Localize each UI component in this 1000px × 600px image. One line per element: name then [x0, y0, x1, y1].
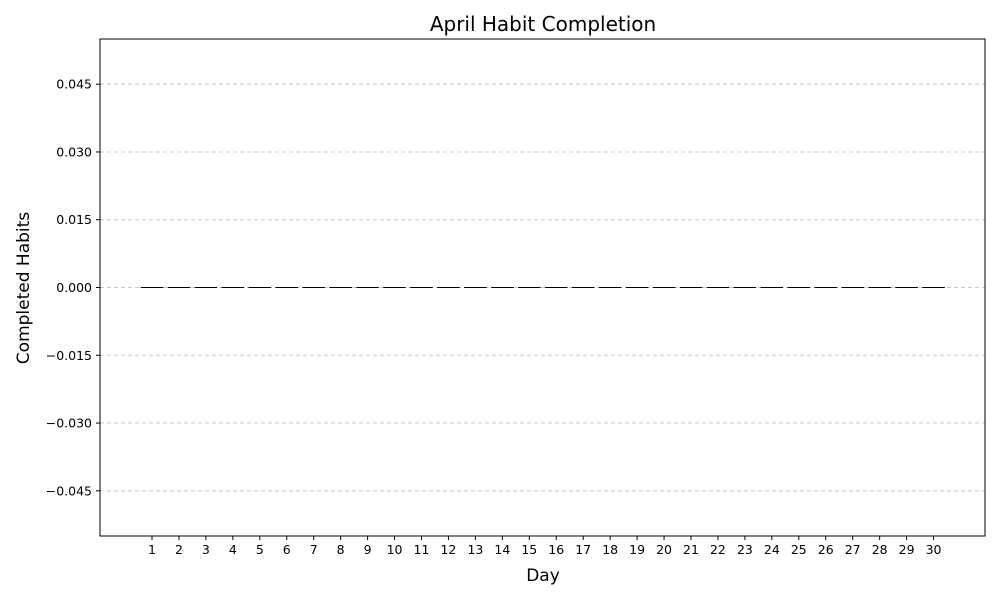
- y-tick-label: 0.045: [56, 77, 92, 92]
- y-gridlines: [100, 83, 985, 492]
- x-tick-label: 3: [202, 542, 210, 557]
- x-tick-label: 17: [575, 542, 591, 557]
- y-tick-label: 0.030: [56, 144, 92, 159]
- x-tick-label: 29: [899, 542, 915, 557]
- x-tick-label: 16: [548, 542, 564, 557]
- x-tick-label: 7: [310, 542, 318, 557]
- x-tick-label: 22: [710, 542, 726, 557]
- x-tick-label: 12: [440, 542, 456, 557]
- y-tick-label: −0.030: [46, 416, 92, 431]
- x-tick-label: 2: [175, 542, 183, 557]
- x-tick-label: 19: [629, 542, 645, 557]
- x-tick-label: 6: [283, 542, 291, 557]
- y-axis-label: Completed Habits: [14, 212, 34, 365]
- x-tick-label: 28: [872, 542, 888, 557]
- y-tick-label: −0.015: [46, 348, 92, 363]
- x-tick-label: 20: [656, 542, 672, 557]
- x-axis-label: Day: [526, 566, 560, 586]
- x-tick-label: 5: [256, 542, 264, 557]
- y-axis-ticks: −0.045 −0.030 −0.015 0.000 0.015 0.030 0.045: [46, 77, 100, 498]
- x-tick-label: 11: [414, 542, 430, 557]
- x-tick-label: 23: [737, 542, 753, 557]
- x-tick-label: 27: [845, 542, 861, 557]
- x-tick-label: 13: [467, 542, 483, 557]
- x-tick-label: 24: [764, 542, 780, 557]
- x-tick-label: 26: [818, 542, 834, 557]
- x-tick-label: 4: [229, 542, 237, 557]
- y-tick-label: 0.000: [56, 280, 92, 295]
- x-tick-label: 15: [521, 542, 537, 557]
- x-tick-label: 1: [148, 542, 156, 557]
- x-axis-ticks: 1 2 3 4 5 6 7 8 9 10 11 12 13 14 15 16 17 18 19 20 21 22 23 24 2…: [148, 536, 942, 557]
- x-tick-label: 30: [926, 542, 942, 557]
- x-tick-label: 25: [791, 542, 807, 557]
- x-tick-label: 14: [494, 542, 510, 557]
- y-tick-label: −0.045: [46, 483, 92, 498]
- x-tick-label: 9: [364, 542, 372, 557]
- x-tick-label: 21: [683, 542, 699, 557]
- x-tick-label: 10: [387, 542, 403, 557]
- y-tick-label: 0.015: [56, 212, 92, 227]
- chart-title: April Habit Completion: [430, 12, 656, 36]
- x-tick-label: 8: [337, 542, 345, 557]
- x-tick-label: 18: [602, 542, 618, 557]
